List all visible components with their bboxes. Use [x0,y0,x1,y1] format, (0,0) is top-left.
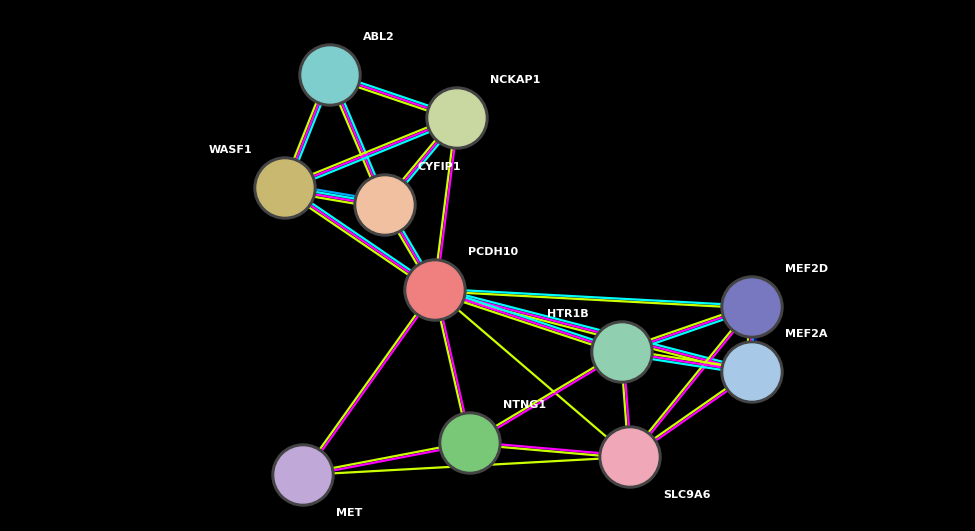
Circle shape [299,44,361,106]
Text: WASF1: WASF1 [209,145,252,155]
Circle shape [254,157,316,219]
Circle shape [429,90,485,146]
Circle shape [426,87,488,149]
Circle shape [272,444,334,506]
Circle shape [439,412,501,474]
Circle shape [357,177,413,233]
Circle shape [724,279,780,335]
Circle shape [407,262,463,318]
Text: PCDH10: PCDH10 [468,247,518,257]
Text: MET: MET [336,508,363,518]
Circle shape [721,341,783,403]
Circle shape [599,426,661,488]
Circle shape [442,415,498,471]
Circle shape [724,344,780,400]
Circle shape [404,259,466,321]
Circle shape [302,47,358,103]
Circle shape [354,174,416,236]
Circle shape [591,321,653,383]
Text: NTNG1: NTNG1 [503,400,546,410]
Circle shape [257,160,313,216]
Text: CYFIP1: CYFIP1 [418,162,461,172]
Circle shape [275,447,331,503]
Text: MEF2A: MEF2A [785,329,828,339]
Text: MEF2D: MEF2D [785,264,828,274]
Text: HTR1B: HTR1B [547,309,589,319]
Circle shape [602,429,658,485]
Text: NCKAP1: NCKAP1 [490,75,540,85]
Circle shape [594,324,650,380]
Text: ABL2: ABL2 [363,32,395,42]
Circle shape [721,276,783,338]
Text: SLC9A6: SLC9A6 [663,490,711,500]
